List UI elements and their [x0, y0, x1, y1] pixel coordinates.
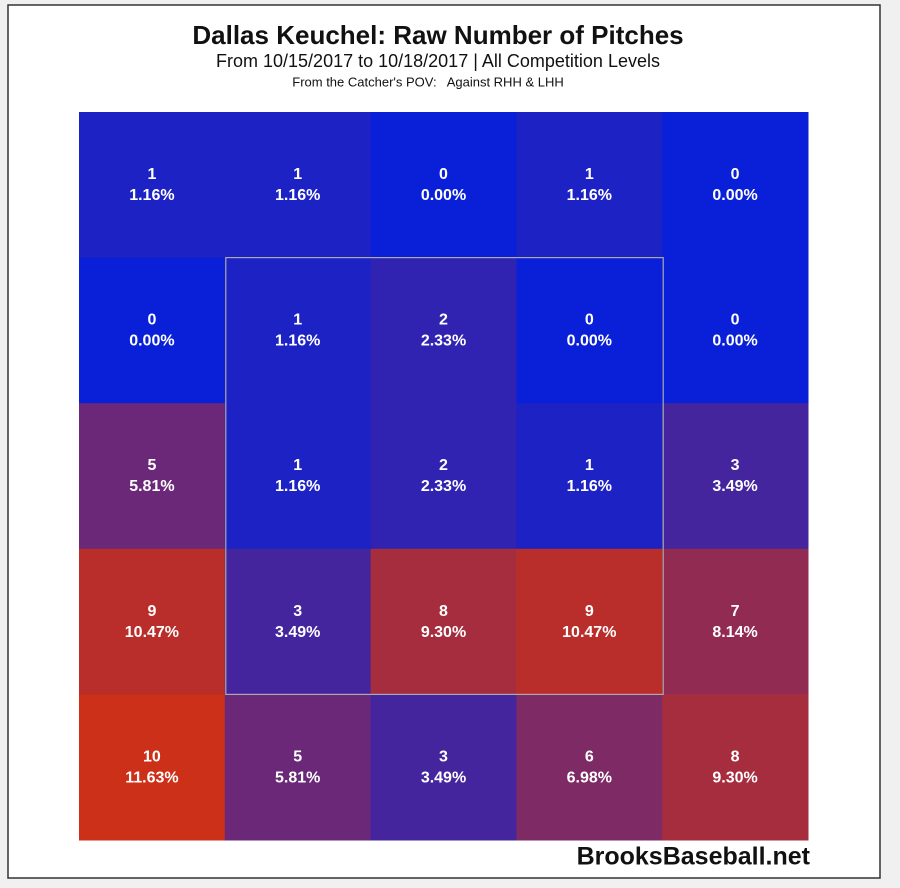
heat-cell [224, 403, 372, 550]
cell-percent: 1.16% [567, 187, 612, 204]
cell-count: 0 [439, 166, 448, 183]
heat-cell [224, 257, 372, 404]
cell-percent: 2.33% [421, 478, 466, 495]
cell-percent: 9.30% [712, 769, 757, 786]
cell-count: 0 [147, 312, 156, 329]
heat-cell [516, 257, 663, 404]
heat-cell [224, 694, 372, 841]
cell-percent: 10.47% [125, 624, 179, 641]
cell-percent: 6.98% [567, 769, 612, 786]
cell-count: 3 [439, 748, 448, 765]
cell-count: 1 [293, 312, 302, 329]
strike-zone [225, 257, 664, 695]
cell-percent: 0.00% [421, 187, 466, 204]
cell-count: 1 [147, 166, 156, 183]
cell-percent: 2.33% [421, 333, 466, 350]
heat-cell [662, 548, 809, 695]
cell-count: 0 [585, 312, 594, 329]
cell-percent: 1.16% [129, 187, 174, 204]
heat-cell [662, 257, 809, 404]
cell-percent: 0.00% [567, 333, 612, 350]
cell-count: 3 [731, 457, 740, 474]
heat-cell [516, 694, 663, 841]
cell-percent: 3.49% [275, 624, 320, 641]
heat-cell [516, 112, 663, 259]
cell-count: 5 [147, 457, 156, 474]
cell-percent: 1.16% [275, 333, 320, 350]
heat-cell [79, 403, 226, 550]
cell-count: 8 [731, 748, 740, 765]
heat-cell [662, 694, 809, 841]
chart-subtitle: From 10/15/2017 to 10/18/2017 | All Comp… [216, 51, 660, 71]
heat-cell [79, 112, 226, 259]
heat-cell [662, 112, 809, 259]
cell-percent: 5.81% [129, 478, 174, 495]
heat-cell [516, 548, 663, 695]
cell-percent: 11.63% [125, 769, 178, 786]
cell-count: 0 [731, 312, 740, 329]
cell-count: 3 [293, 603, 302, 620]
cell-percent: 9.30% [421, 624, 466, 641]
cell-count: 10 [143, 748, 161, 765]
chart-title: Dallas Keuchel: Raw Number of Pitches [192, 20, 683, 50]
cell-percent: 3.49% [712, 478, 757, 495]
cell-count: 8 [439, 603, 448, 620]
cell-count: 1 [293, 457, 302, 474]
cell-percent: 0.00% [129, 333, 174, 350]
source: BrooksBaseball.net [577, 843, 811, 871]
cell-count: 9 [585, 603, 594, 620]
cell-percent: 0.00% [712, 187, 757, 204]
heat-cell [662, 403, 809, 550]
heat-cell [79, 257, 226, 404]
heat-cell [79, 548, 226, 695]
heat-cell [370, 257, 517, 404]
cell-percent: 1.16% [567, 478, 612, 495]
heat-cell [370, 694, 517, 841]
heat-cell [224, 548, 372, 695]
cell-count: 7 [731, 603, 740, 620]
cell-percent: 0.00% [712, 333, 757, 350]
cell-percent: 1.16% [275, 187, 320, 204]
heat-cell [370, 548, 517, 695]
heat-cell [79, 694, 226, 841]
cell-count: 2 [439, 457, 448, 474]
heat-cell [224, 112, 372, 259]
cell-count: 0 [731, 166, 740, 183]
cell-count: 6 [585, 748, 594, 765]
cell-count: 1 [293, 166, 302, 183]
cell-percent: 10.47% [562, 624, 616, 641]
heat-cell [516, 403, 663, 550]
cell-count: 1 [585, 166, 594, 183]
heat-cell [370, 112, 517, 259]
cell-percent: 3.49% [421, 769, 466, 786]
cell-count: 9 [147, 603, 156, 620]
cell-count: 2 [439, 312, 448, 329]
cell-percent: 8.14% [712, 624, 757, 641]
chart-note: From the Catcher's POV: Against RHH & LH… [292, 74, 563, 89]
cell-percent: 1.16% [275, 478, 320, 495]
heat-cell [370, 403, 517, 550]
cell-count: 1 [585, 457, 594, 474]
cell-percent: 5.81% [275, 769, 320, 786]
cell-count: 5 [293, 748, 302, 765]
